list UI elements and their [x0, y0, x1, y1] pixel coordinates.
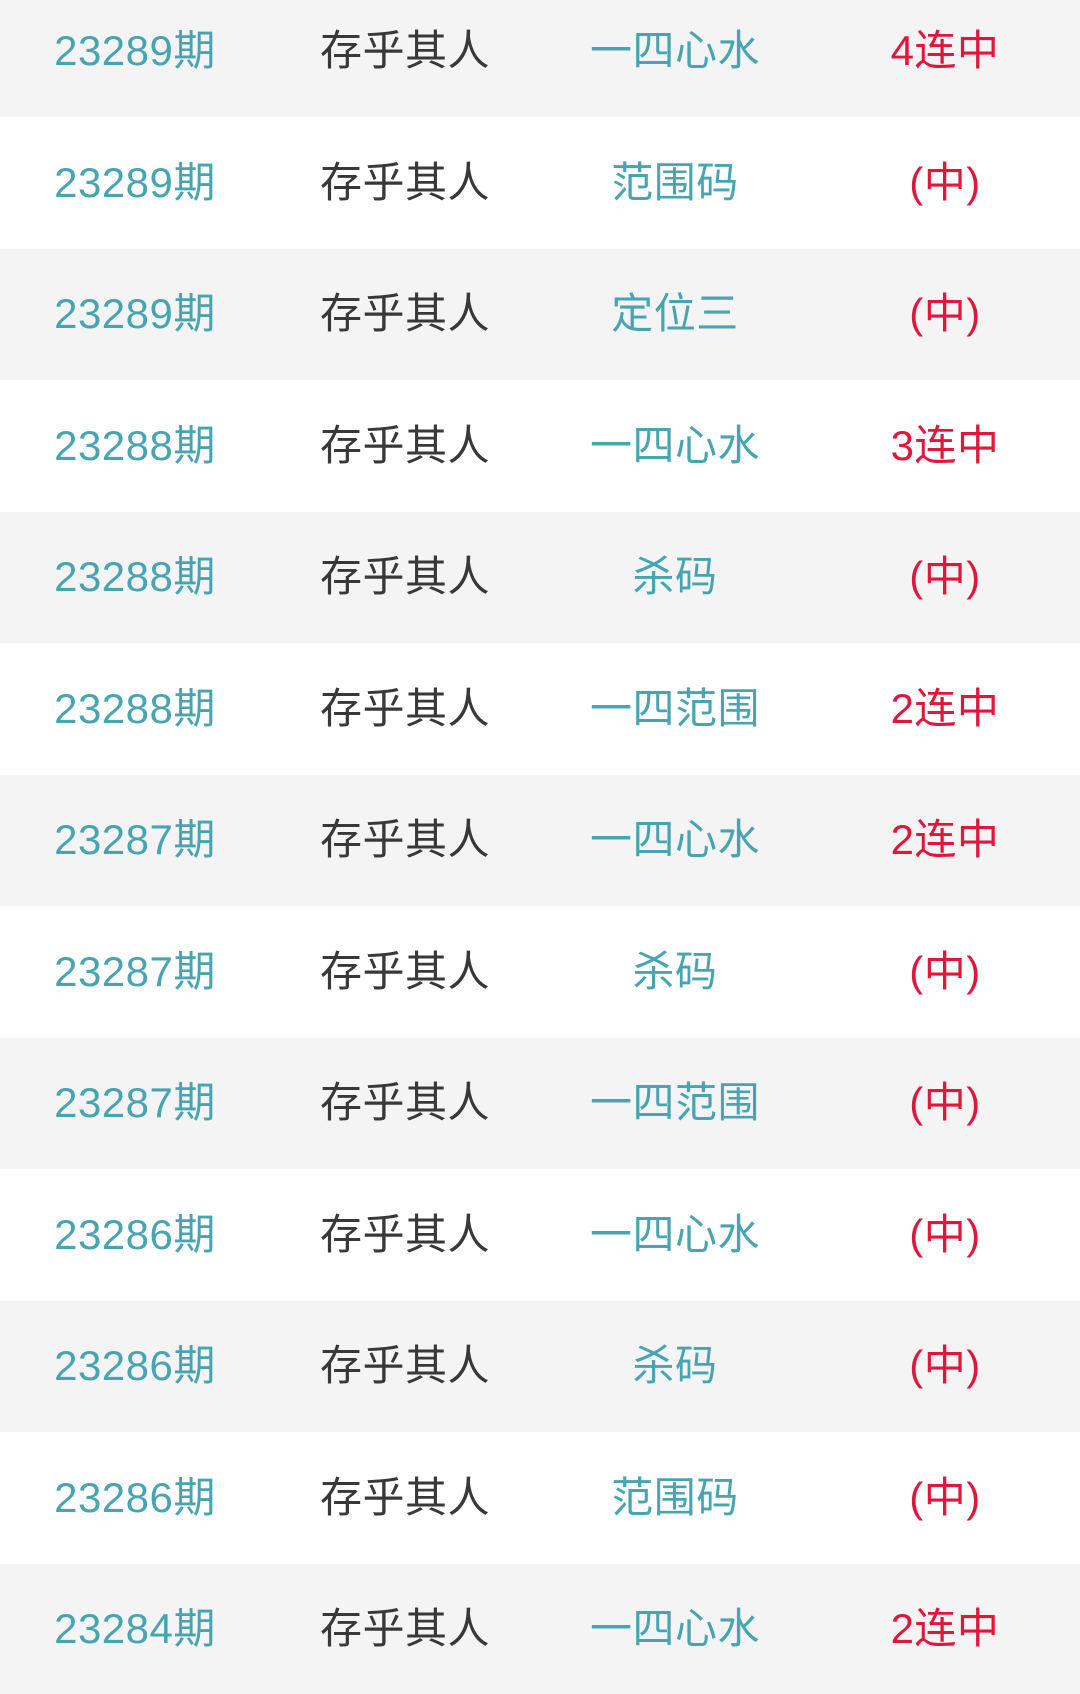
- record-row[interactable]: 23287期 存乎其人 一四范围 (中): [0, 1037, 1080, 1169]
- record-row[interactable]: 23284期 存乎其人 一四心水 2连中: [0, 1563, 1080, 1694]
- result-badge: 3连中: [890, 421, 1000, 469]
- record-row[interactable]: 23286期 存乎其人 一四心水 (中): [0, 1169, 1080, 1301]
- period-label: 23288期: [54, 421, 216, 469]
- expert-name: 存乎其人: [319, 553, 490, 601]
- expert-name: 存乎其人: [319, 1079, 490, 1127]
- period-label: 23289期: [54, 158, 216, 206]
- expert-name: 存乎其人: [319, 158, 490, 206]
- play-type: 一四心水: [589, 816, 760, 864]
- expert-name: 存乎其人: [319, 290, 490, 338]
- expert-name: 存乎其人: [319, 1342, 490, 1390]
- expert-name: 存乎其人: [319, 816, 490, 864]
- period-label: 23289期: [54, 27, 216, 75]
- play-type: 杀码: [632, 947, 718, 995]
- record-row[interactable]: 23287期 存乎其人 杀码 (中): [0, 906, 1080, 1038]
- result-badge: (中): [909, 553, 981, 601]
- period-label: 23288期: [54, 553, 216, 601]
- period-label: 23284期: [54, 1605, 216, 1653]
- record-row[interactable]: 23287期 存乎其人 一四心水 2连中: [0, 774, 1080, 906]
- result-badge: (中): [909, 1473, 981, 1521]
- expert-name: 存乎其人: [319, 1473, 490, 1521]
- play-type: 一四心水: [589, 1210, 760, 1258]
- record-row[interactable]: 23289期 存乎其人 定位三 (中): [0, 248, 1080, 380]
- play-type: 范围码: [611, 1473, 739, 1521]
- result-badge: (中): [909, 290, 981, 338]
- expert-name: 存乎其人: [319, 684, 490, 732]
- record-row[interactable]: 23288期 存乎其人 一四范围 2连中: [0, 643, 1080, 775]
- record-row[interactable]: 23289期 存乎其人 一四心水 4连中: [0, 0, 1080, 117]
- result-badge: 2连中: [890, 1605, 1000, 1653]
- play-type: 一四范围: [589, 1079, 760, 1127]
- period-label: 23287期: [54, 947, 216, 995]
- play-type: 杀码: [632, 553, 718, 601]
- result-badge: 2连中: [890, 684, 1000, 732]
- expert-name: 存乎其人: [319, 27, 490, 75]
- period-label: 23287期: [54, 1079, 216, 1127]
- record-row[interactable]: 23288期 存乎其人 杀码 (中): [0, 511, 1080, 643]
- period-label: 23287期: [54, 816, 216, 864]
- period-label: 23288期: [54, 684, 216, 732]
- expert-name: 存乎其人: [319, 1605, 490, 1653]
- period-label: 23286期: [54, 1342, 216, 1390]
- play-type: 一四心水: [589, 421, 760, 469]
- play-type: 一四范围: [589, 684, 760, 732]
- result-badge: (中): [909, 947, 981, 995]
- record-row[interactable]: 23288期 存乎其人 一四心水 3连中: [0, 380, 1080, 512]
- result-badge: 2连中: [890, 816, 1000, 864]
- result-badge: (中): [909, 1079, 981, 1127]
- result-badge: (中): [909, 1210, 981, 1258]
- play-type: 杀码: [632, 1342, 718, 1390]
- play-type: 一四心水: [589, 27, 760, 75]
- record-row[interactable]: 23286期 存乎其人 范围码 (中): [0, 1432, 1080, 1564]
- record-row[interactable]: 23286期 存乎其人 杀码 (中): [0, 1300, 1080, 1432]
- result-badge: (中): [909, 158, 981, 206]
- result-badge: (中): [909, 1342, 981, 1390]
- play-type: 范围码: [611, 158, 739, 206]
- expert-name: 存乎其人: [319, 421, 490, 469]
- record-row[interactable]: 23289期 存乎其人 范围码 (中): [0, 117, 1080, 249]
- period-label: 23286期: [54, 1473, 216, 1521]
- period-label: 23286期: [54, 1210, 216, 1258]
- expert-name: 存乎其人: [319, 1210, 490, 1258]
- play-type: 一四心水: [589, 1605, 760, 1653]
- result-badge: 4连中: [890, 27, 1000, 75]
- period-label: 23289期: [54, 290, 216, 338]
- expert-name: 存乎其人: [319, 947, 490, 995]
- play-type: 定位三: [611, 290, 739, 338]
